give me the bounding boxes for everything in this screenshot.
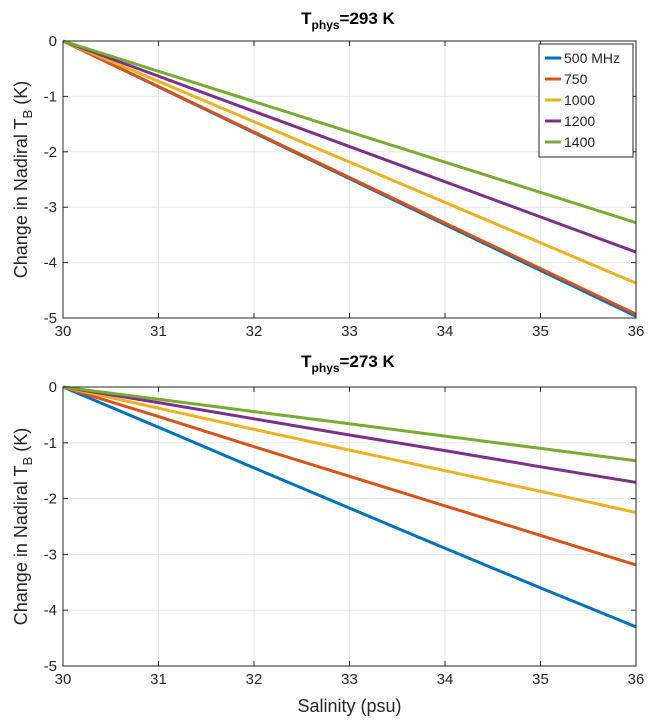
x-tick-label: 33 [341, 323, 358, 340]
y-ticks: 0 -1 -2 -3 -4 -5 [44, 379, 636, 675]
y-tick-label: -1 [44, 435, 57, 452]
series-line [62, 39, 637, 225]
y-axis-label: Change in Nadiral TB (K) [11, 81, 35, 278]
chart-title: Tphys=273 K [301, 352, 395, 375]
y-tick-label: -2 [44, 491, 57, 508]
chart-top: Tphys=293 K 30 31 32 33 34 35 36 0 -1 -2 -3 -4 -5 C… [11, 9, 644, 340]
x-axis-label: Salinity (psu) [297, 696, 401, 716]
legend-label: 1400 [564, 134, 595, 150]
series-layer [62, 385, 637, 629]
x-tick-label: 36 [628, 323, 645, 340]
y-tick-label: -5 [44, 310, 57, 327]
y-tick-label: 0 [49, 379, 57, 396]
y-tick-label: -4 [44, 255, 57, 272]
series-line [62, 385, 637, 629]
x-tick-label: 31 [150, 323, 167, 340]
legend-label: 500 MHz [564, 50, 620, 66]
y-tick-label: -4 [44, 602, 57, 619]
series-line [62, 385, 637, 567]
x-tick-label: 35 [532, 671, 549, 688]
series-line [62, 39, 637, 285]
series-line [62, 39, 637, 254]
x-tick-label: 31 [150, 671, 167, 688]
y-tick-label: -5 [44, 658, 57, 675]
y-tick-label: -3 [44, 199, 57, 216]
series-line [62, 39, 637, 316]
y-tick-label: -1 [44, 88, 57, 105]
x-ticks: 30 31 32 33 34 35 36 [55, 387, 645, 688]
x-tick-label: 30 [55, 671, 72, 688]
y-tick-label: -2 [44, 144, 57, 161]
legend-label: 1200 [564, 113, 595, 129]
chart-title: Tphys=293 K [301, 9, 395, 32]
y-tick-label: 0 [49, 33, 57, 50]
series-layer [62, 39, 637, 318]
legend: 500 MHz 750 1000 1200 1400 [538, 43, 634, 158]
y-axis-label: Change in Nadiral TB (K) [11, 428, 35, 625]
x-tick-label: 34 [437, 671, 454, 688]
series-line [62, 385, 637, 514]
series-line [62, 385, 637, 484]
x-tick-label: 36 [628, 671, 645, 688]
x-tick-label: 30 [55, 323, 72, 340]
x-tick-label: 33 [341, 671, 358, 688]
x-tick-label: 32 [246, 671, 263, 688]
legend-label: 750 [564, 71, 588, 87]
x-tick-label: 34 [437, 323, 454, 340]
y-ticks: 0 -1 -2 -3 -4 -5 [44, 33, 636, 327]
x-tick-label: 35 [532, 323, 549, 340]
x-tick-label: 32 [246, 323, 263, 340]
x-ticks: 30 31 32 33 34 35 36 [55, 41, 645, 340]
legend-label: 1000 [564, 92, 595, 108]
y-tick-label: -3 [44, 546, 57, 563]
series-line [62, 385, 637, 463]
chart-bottom: Tphys=273 K 30 31 32 33 34 35 36 0 -1 -2 -3 -4 -5 C… [11, 352, 644, 716]
